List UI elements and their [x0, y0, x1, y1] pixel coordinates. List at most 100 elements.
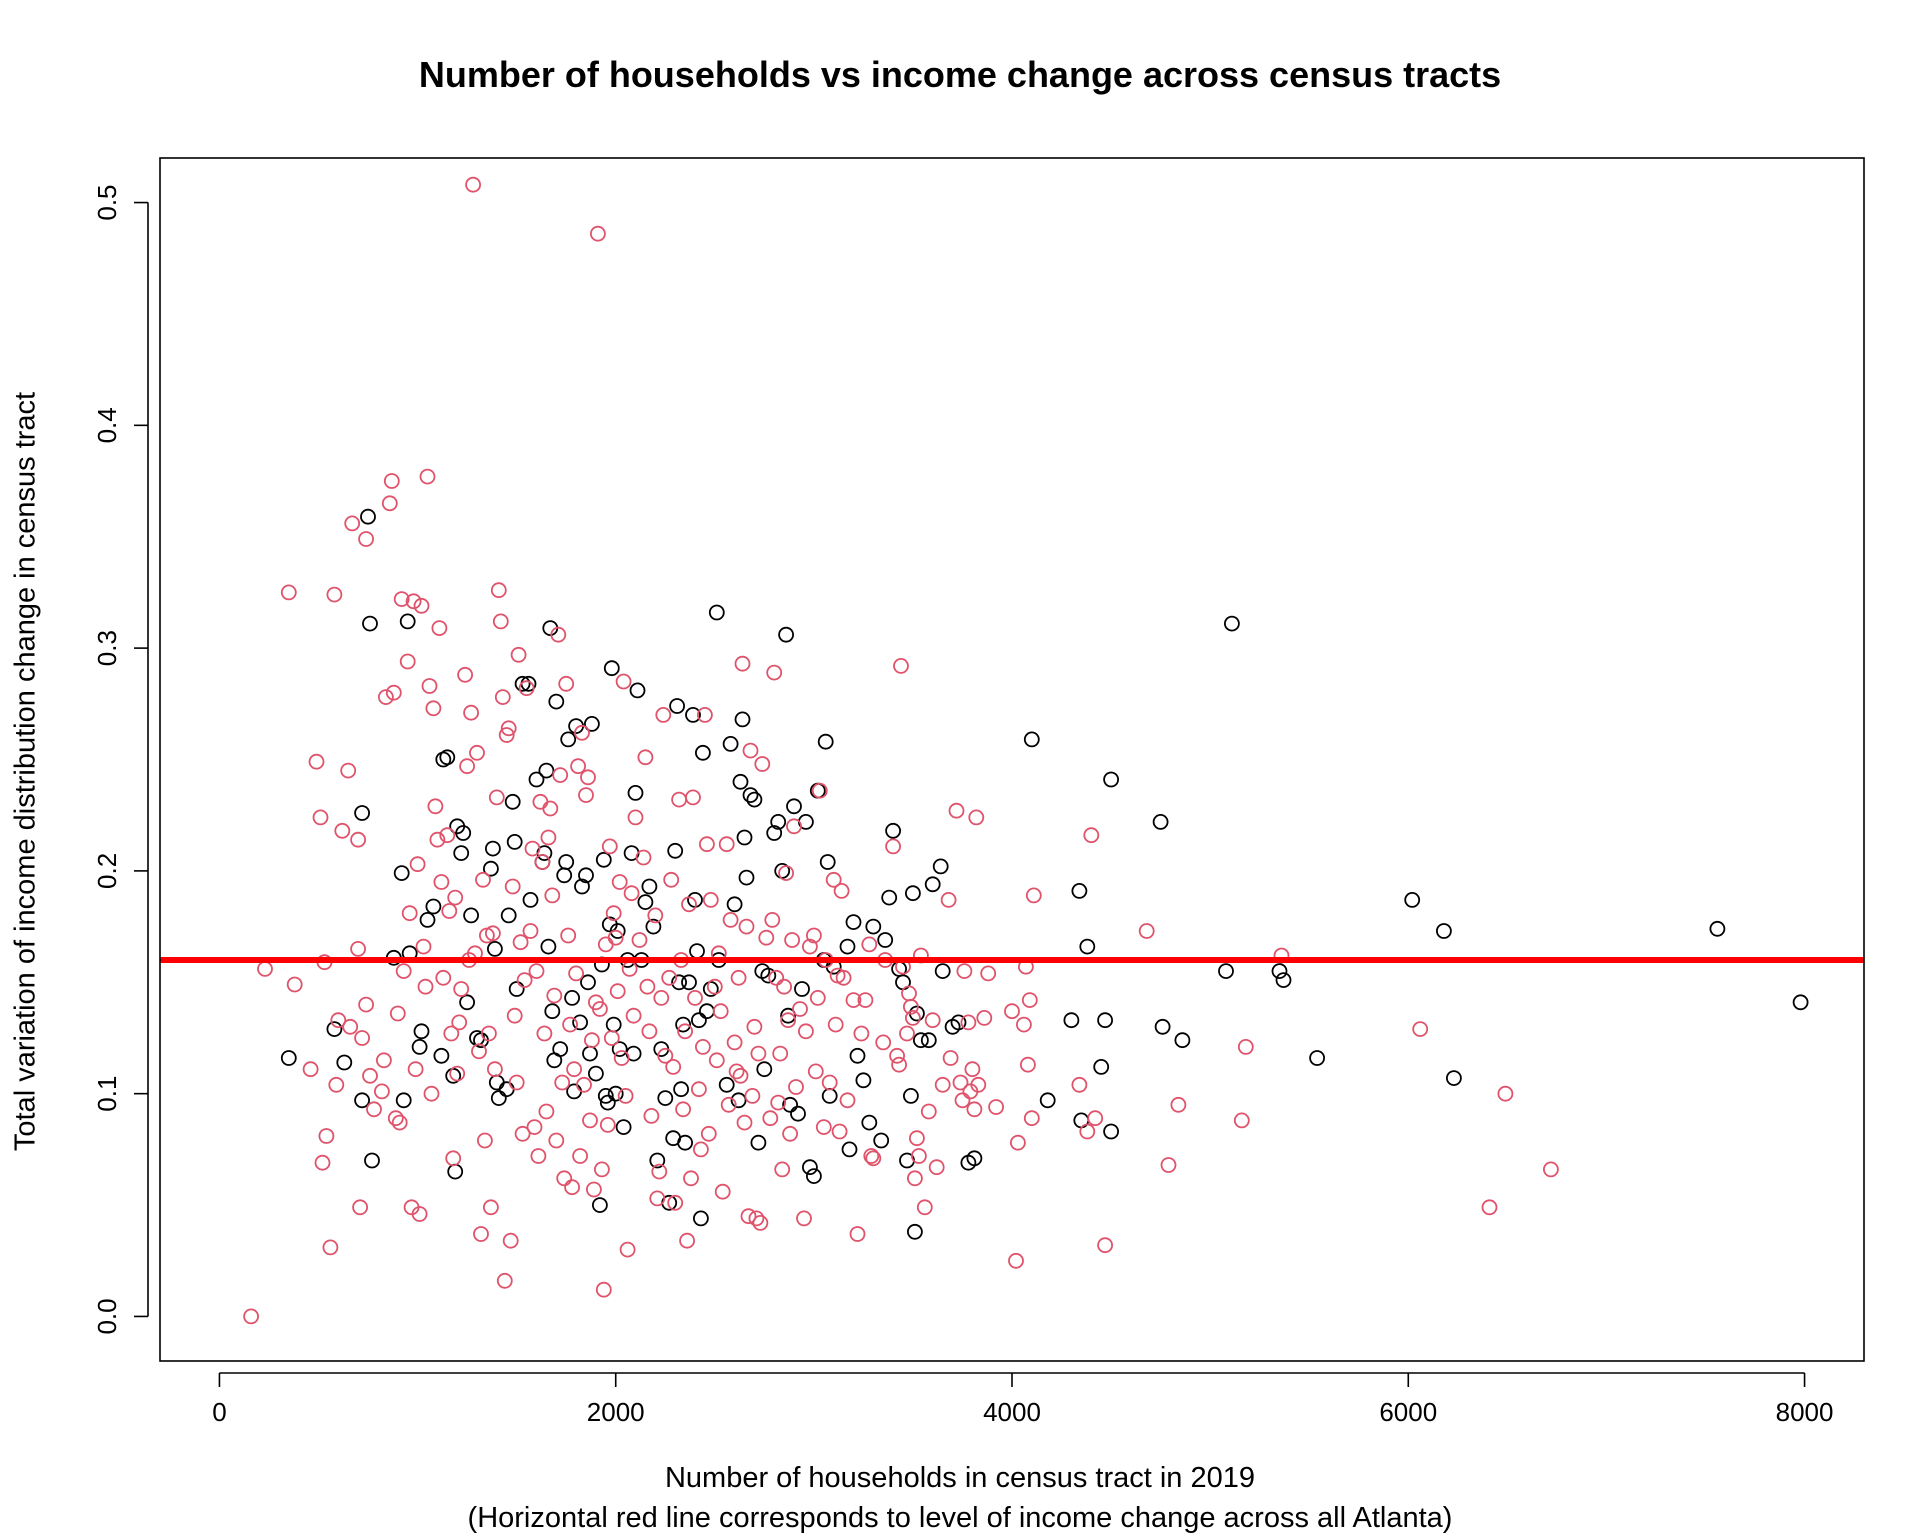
- data-point-red: [532, 793, 549, 810]
- data-point-red: [637, 749, 654, 766]
- data-point-black: [463, 907, 480, 924]
- data-point-black: [578, 867, 594, 884]
- data-point-red: [920, 1103, 937, 1120]
- data-point-red: [486, 1061, 503, 1078]
- data-point-red: [576, 1076, 592, 1093]
- points-layer: [243, 176, 1809, 1325]
- data-point-red: [718, 836, 735, 853]
- y-tick-label: 0.5: [92, 184, 122, 220]
- data-point-black: [627, 785, 644, 801]
- data-point-black: [558, 854, 575, 870]
- data-point-red: [554, 1074, 571, 1091]
- x-tick-label: 6000: [1379, 1397, 1437, 1427]
- data-point-red: [425, 700, 442, 717]
- data-point-red: [691, 1081, 707, 1098]
- data-point-red: [590, 225, 606, 242]
- data-point-red: [738, 918, 755, 935]
- data-point-red: [671, 791, 687, 808]
- data-point-red: [314, 1154, 331, 1171]
- data-point-red: [639, 978, 656, 995]
- data-point-black: [756, 1061, 773, 1078]
- data-point-red: [1071, 1076, 1088, 1093]
- data-point-red: [326, 586, 343, 603]
- data-point-red: [649, 1190, 666, 1207]
- data-point-black: [486, 941, 503, 957]
- data-point-black: [845, 914, 862, 930]
- data-point-red: [1083, 827, 1100, 844]
- data-point-black: [1275, 972, 1292, 988]
- data-point-black: [399, 613, 416, 630]
- data-point-red: [780, 1012, 796, 1029]
- data-point-black: [419, 912, 436, 928]
- data-point-red: [595, 1281, 612, 1298]
- data-point-black: [506, 834, 523, 850]
- data-point-red: [597, 936, 614, 953]
- data-point-black: [544, 1003, 561, 1020]
- data-point-black: [841, 1141, 858, 1158]
- data-point-black: [425, 898, 442, 915]
- data-point-red: [613, 1050, 630, 1066]
- data-point-red: [399, 653, 416, 670]
- data-point-red: [538, 1103, 555, 1120]
- data-point-red: [1021, 992, 1038, 1008]
- data-point-red: [546, 987, 563, 1004]
- data-point-black: [669, 698, 685, 714]
- data-point-black: [336, 1054, 353, 1071]
- data-point-red: [815, 1119, 832, 1135]
- data-point-black: [280, 1050, 297, 1066]
- data-point-red: [465, 176, 482, 193]
- data-point-black: [932, 858, 949, 875]
- data-point-black: [1446, 1070, 1462, 1086]
- data-point-red: [683, 1170, 699, 1187]
- data-point-black: [689, 943, 705, 959]
- data-point-red: [909, 1130, 925, 1147]
- data-point-black: [1071, 883, 1088, 899]
- data-point-red: [528, 963, 545, 979]
- data-point-black: [675, 1016, 691, 1033]
- data-point-red: [542, 800, 559, 817]
- data-point-red: [661, 969, 678, 986]
- data-point-black: [861, 1114, 878, 1131]
- data-point-red: [788, 1079, 804, 1095]
- data-point-red: [627, 809, 644, 826]
- y-tick-label: 0.2: [92, 853, 122, 889]
- data-point-black: [873, 1132, 890, 1149]
- data-point-black: [950, 1014, 967, 1031]
- data-point-red: [510, 646, 527, 663]
- data-point-red: [942, 1050, 959, 1066]
- data-point-red: [592, 1001, 608, 1017]
- data-point-red: [530, 1148, 547, 1164]
- data-point-black: [738, 869, 755, 886]
- data-point-red: [492, 613, 509, 630]
- data-point-black: [395, 1092, 412, 1109]
- data-point-black: [482, 860, 499, 877]
- data-point-red: [708, 1052, 725, 1069]
- data-point-black: [609, 923, 626, 939]
- data-point-red: [675, 1101, 691, 1118]
- data-point-red: [948, 802, 965, 819]
- data-point-red: [796, 1210, 812, 1227]
- data-point-red: [1025, 887, 1042, 904]
- plot-frame: [159, 157, 1865, 1362]
- data-point-red: [389, 1005, 406, 1022]
- data-point-black: [637, 894, 654, 910]
- data-point-red: [358, 531, 375, 547]
- data-point-red: [411, 1206, 428, 1222]
- data-point-red: [607, 929, 624, 946]
- data-point-red: [423, 1085, 440, 1102]
- data-point-red: [318, 1128, 335, 1144]
- data-point-red: [599, 1117, 616, 1133]
- data-point-black: [766, 825, 783, 841]
- data-point-red: [534, 854, 551, 870]
- data-point-red: [681, 896, 697, 913]
- data-point-red: [504, 878, 521, 895]
- data-point-black: [599, 1094, 616, 1111]
- data-point-red: [641, 1023, 658, 1040]
- data-point-red: [594, 1161, 610, 1178]
- data-point-red: [768, 969, 785, 986]
- data-point-red: [911, 1148, 927, 1164]
- data-point-red: [746, 1018, 763, 1035]
- data-point-red: [312, 809, 329, 826]
- data-point-red: [893, 658, 909, 674]
